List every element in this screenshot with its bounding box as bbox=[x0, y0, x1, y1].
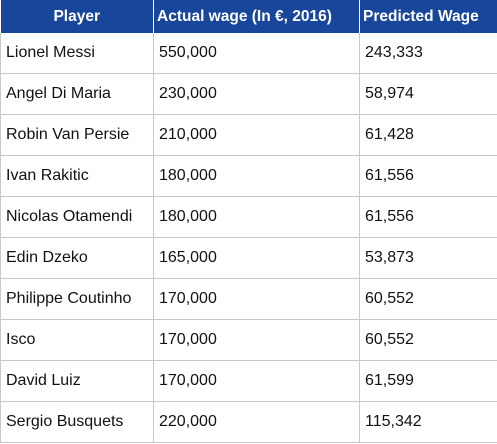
column-header-predicted-wage: Predicted Wage bbox=[359, 0, 497, 33]
cell-player: Lionel Messi bbox=[0, 33, 154, 74]
table-row: Nicolas Otamendi 180,000 61,556 bbox=[0, 196, 497, 238]
table-header: Player Actual wage (In €, 2016) Predicte… bbox=[0, 0, 497, 33]
cell-actual-wage: 230,000 bbox=[153, 73, 360, 115]
cell-predicted-wage: 58,974 bbox=[359, 73, 497, 115]
table-row: Edin Dzeko 165,000 53,873 bbox=[0, 237, 497, 279]
cell-actual-wage: 180,000 bbox=[153, 155, 360, 197]
table-body: Lionel Messi 550,000 243,333 Angel Di Maria… bbox=[0, 33, 497, 443]
cell-actual-wage: 170,000 bbox=[153, 319, 360, 361]
cell-predicted-wage: 243,333 bbox=[359, 33, 497, 74]
cell-player: Edin Dzeko bbox=[0, 237, 154, 279]
column-header-actual-wage: Actual wage (In €, 2016) bbox=[153, 0, 360, 33]
cell-player: David Luiz bbox=[0, 360, 154, 402]
cell-player: Ivan Rakitic bbox=[0, 155, 154, 197]
column-header-player: Player bbox=[0, 0, 154, 33]
cell-predicted-wage: 60,552 bbox=[359, 278, 497, 320]
cell-actual-wage: 220,000 bbox=[153, 401, 360, 443]
cell-player: Isco bbox=[0, 319, 154, 361]
cell-actual-wage: 170,000 bbox=[153, 360, 360, 402]
table-row: Isco 170,000 60,552 bbox=[0, 319, 497, 361]
table-row: Lionel Messi 550,000 243,333 bbox=[0, 33, 497, 74]
cell-predicted-wage: 61,556 bbox=[359, 155, 497, 197]
cell-player: Robin Van Persie bbox=[0, 114, 154, 156]
cell-actual-wage: 170,000 bbox=[153, 278, 360, 320]
cell-actual-wage: 165,000 bbox=[153, 237, 360, 279]
cell-player: Sergio Busquets bbox=[0, 401, 154, 443]
cell-predicted-wage: 53,873 bbox=[359, 237, 497, 279]
cell-player: Philippe Coutinho bbox=[0, 278, 154, 320]
cell-actual-wage: 210,000 bbox=[153, 114, 360, 156]
header-row: Player Actual wage (In €, 2016) Predicte… bbox=[0, 0, 497, 33]
cell-predicted-wage: 115,342 bbox=[359, 401, 497, 443]
cell-predicted-wage: 61,428 bbox=[359, 114, 497, 156]
cell-player: Angel Di Maria bbox=[0, 73, 154, 115]
table-row: Philippe Coutinho 170,000 60,552 bbox=[0, 278, 497, 320]
table-row: David Luiz 170,000 61,599 bbox=[0, 360, 497, 402]
table-row: Sergio Busquets 220,000 115,342 bbox=[0, 401, 497, 443]
table-row: Ivan Rakitic 180,000 61,556 bbox=[0, 155, 497, 197]
cell-actual-wage: 550,000 bbox=[153, 33, 360, 74]
cell-actual-wage: 180,000 bbox=[153, 196, 360, 238]
cell-player: Nicolas Otamendi bbox=[0, 196, 154, 238]
cell-predicted-wage: 60,552 bbox=[359, 319, 497, 361]
cell-predicted-wage: 61,556 bbox=[359, 196, 497, 238]
table-row: Robin Van Persie 210,000 61,428 bbox=[0, 114, 497, 156]
table-row: Angel Di Maria 230,000 58,974 bbox=[0, 73, 497, 115]
cell-predicted-wage: 61,599 bbox=[359, 360, 497, 402]
